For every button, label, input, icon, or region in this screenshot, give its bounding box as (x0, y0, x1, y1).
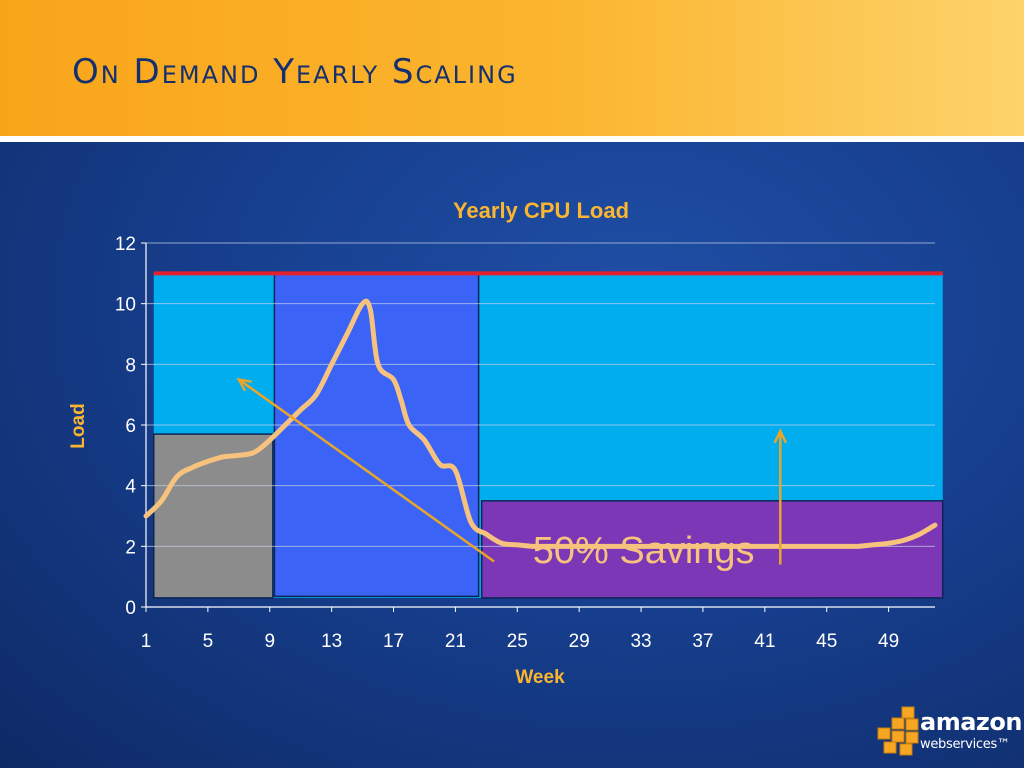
title-divider (0, 136, 1024, 142)
x-tick-label: 49 (878, 631, 899, 652)
y-tick-label: 6 (125, 416, 136, 437)
savings-annotation: 50% Savings (533, 530, 755, 572)
chart-title: Yearly CPU Load (453, 198, 629, 223)
x-tick-label: 13 (321, 631, 342, 652)
x-tick-label: 9 (264, 631, 275, 652)
slide-title: On Demand Yearly Scaling (72, 52, 518, 92)
x-tick-label: 5 (203, 631, 214, 652)
x-tick-label: 33 (630, 631, 651, 652)
x-tick-label: 41 (754, 631, 775, 652)
chart-region-3 (480, 500, 944, 599)
x-tick-label: 25 (507, 631, 528, 652)
y-tick-label: 4 (125, 477, 136, 498)
logo-cubes-icon (877, 706, 919, 756)
y-tick-label: 12 (115, 234, 136, 255)
arrowhead-icon (773, 428, 788, 444)
x-tick-label: 29 (569, 631, 590, 652)
x-tick-label: 17 (383, 631, 404, 652)
x-tick-label: 45 (816, 631, 837, 652)
savings-arrow-1 (238, 378, 495, 563)
chart-region-2 (273, 272, 480, 598)
y-tick-label: 0 (125, 598, 136, 619)
y-tick-label: 2 (125, 537, 136, 558)
chart-region-1 (152, 433, 274, 599)
amazon-web-services-logo: amazon webservices™ (876, 704, 1022, 760)
x-tick-label: 1 (141, 631, 152, 652)
cpu-load-line-1 (143, 298, 938, 549)
y-tick-label: 10 (115, 295, 136, 316)
logo-subtext: webservices™ (920, 737, 1010, 752)
x-tick-label: 21 (445, 631, 466, 652)
x-axis-label: Week (515, 667, 565, 688)
logo-wordmark: amazon (920, 708, 1022, 736)
title-banner (0, 0, 1024, 136)
y-axis-label: Load (68, 403, 89, 448)
y-tick-label: 8 (125, 355, 136, 376)
x-tick-label: 37 (692, 631, 713, 652)
arrowhead-icon (236, 377, 252, 392)
